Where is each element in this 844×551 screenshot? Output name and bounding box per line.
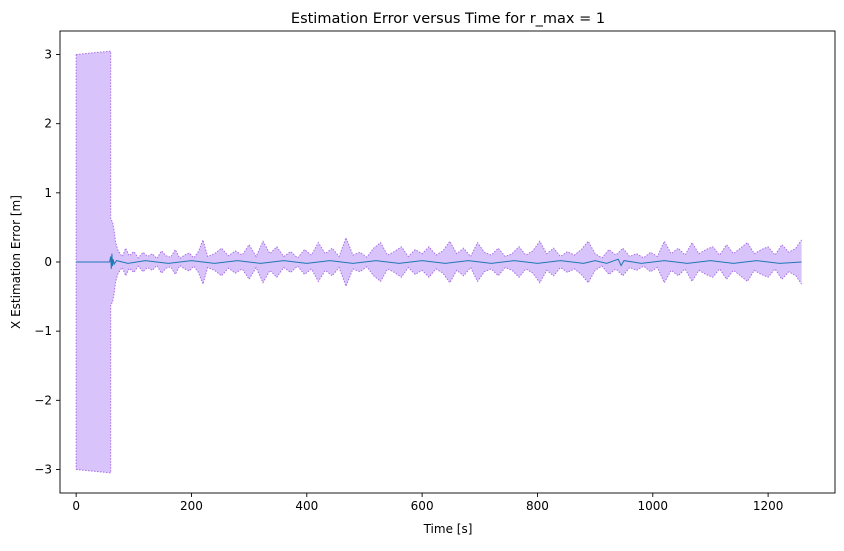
- x-tick-label: 800: [526, 499, 549, 513]
- y-tick-label: 1: [44, 186, 52, 200]
- x-tick-label: 600: [411, 499, 434, 513]
- y-tick-label: −1: [34, 324, 52, 338]
- x-tick-label: 1000: [638, 499, 669, 513]
- y-axis-label: X Estimation Error [m]: [9, 195, 23, 329]
- error-line: [76, 253, 802, 269]
- y-tick-label: −2: [34, 393, 52, 407]
- covariance-band-fill: [76, 51, 802, 473]
- y-tick-label: 0: [44, 255, 52, 269]
- x-tick-label: 0: [72, 499, 80, 513]
- plot-area: [75, 50, 803, 474]
- upper-bound-line: [76, 50, 803, 260]
- axes: 0 200 400 600 800 1000 1200 −3 −2 −1 0 1 2 3: [34, 30, 836, 513]
- chart-title: Estimation Error versus Time for r_max =…: [291, 11, 605, 27]
- y-tick-label: −3: [34, 462, 52, 476]
- x-tick-label: 400: [295, 499, 318, 513]
- lower-bound-line: [76, 264, 803, 474]
- x-tick-label: 1200: [753, 499, 784, 513]
- x-axis-label: Time [s]: [423, 522, 473, 536]
- y-tick-label: 3: [44, 48, 52, 62]
- x-tick-label: 200: [180, 499, 203, 513]
- y-tick-label: 2: [44, 117, 52, 131]
